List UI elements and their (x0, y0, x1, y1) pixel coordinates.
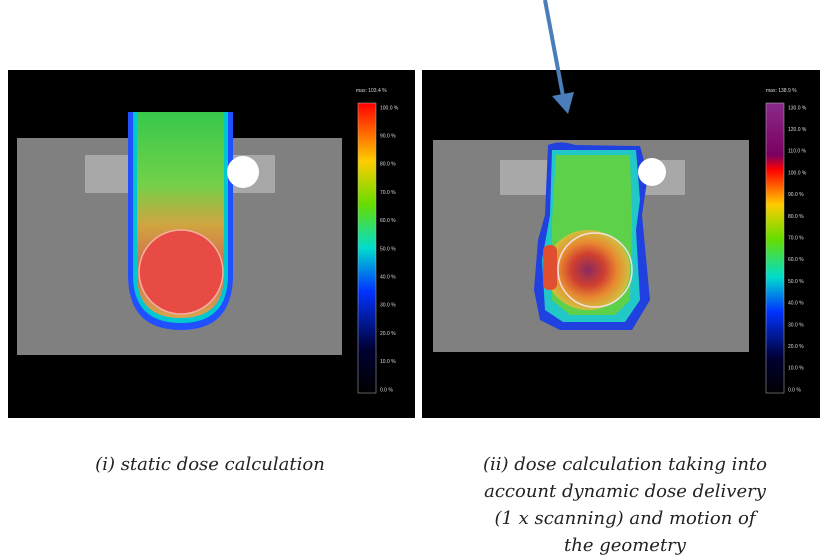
colorbar (358, 103, 376, 393)
caption: (ii) dose calculation taking into (483, 454, 767, 475)
colorbar-tick-label: 110.0 % (788, 149, 807, 155)
colorbar-tick-label: 30.0 % (380, 303, 396, 309)
colorbar-tick-label: 70.0 % (788, 235, 804, 241)
colorbar-tick-label: 50.0 % (380, 246, 396, 252)
dose-hot (543, 245, 557, 290)
caption: the geometry (564, 535, 687, 556)
colorbar-tick-label: 0.0 % (788, 387, 801, 393)
max-label: max: 138.9 % (766, 88, 797, 94)
colorbar-tick-label: 20.0 % (788, 344, 804, 350)
colorbar-tick-label: 100.0 % (788, 170, 807, 176)
colorbar-tick-label: 90.0 % (380, 134, 396, 140)
colorbar-tick-label: 130.0 % (788, 105, 807, 111)
dose-target (139, 230, 223, 314)
colorbar (766, 103, 784, 393)
colorbar-tick-label: 60.0 % (788, 257, 804, 263)
max-label: max: 103.4 % (356, 88, 387, 94)
colorbar-tick-label: 40.0 % (380, 275, 396, 281)
caption: (i) static dose calculation (95, 454, 325, 475)
colorbar-tick-label: 80.0 % (380, 162, 396, 168)
colorbar-tick-label: 60.0 % (380, 218, 396, 224)
figure: max: 103.4 % max: 138.9 % (i) static dos… (0, 0, 829, 560)
colorbar-tick-label: 20.0 % (380, 331, 396, 337)
colorbar-tick-label: 120.0 % (788, 127, 807, 133)
colorbar-tick-label: 90.0 % (788, 192, 804, 198)
caption: account dynamic dose delivery (484, 481, 767, 502)
bone (227, 156, 259, 188)
colorbar-tick-label: 30.0 % (788, 322, 804, 328)
colorbar-tick-label: 0.0 % (380, 387, 393, 393)
colorbar-tick-label: 50.0 % (788, 279, 804, 285)
colorbar-tick-label: 10.0 % (788, 366, 804, 372)
caption: (1 x scanning) and motion of (494, 508, 758, 529)
colorbar-tick-label: 70.0 % (380, 190, 396, 196)
colorbar-tick-label: 100.0 % (380, 105, 399, 111)
colorbar-tick-label: 80.0 % (788, 214, 804, 220)
bone (638, 158, 666, 186)
colorbar-tick-label: 10.0 % (380, 359, 396, 365)
colorbar-tick-label: 40.0 % (788, 301, 804, 307)
